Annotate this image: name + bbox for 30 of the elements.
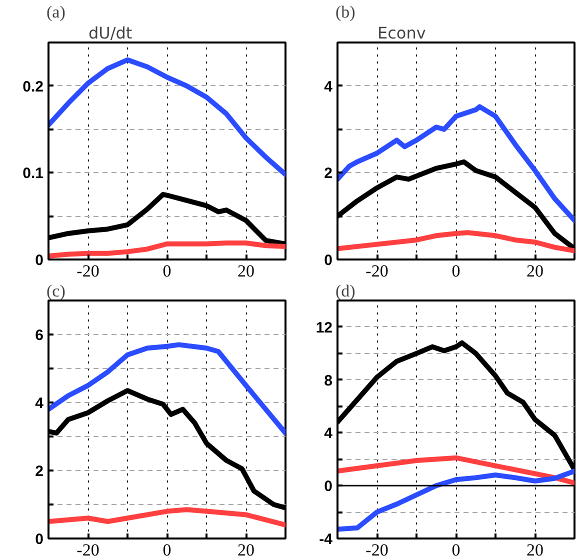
x-tick-label: -20 <box>76 262 100 280</box>
x-tick-label: -20 <box>366 262 388 280</box>
x-tick-label: -20 <box>366 540 388 559</box>
y-tick-label: 0.1 <box>22 165 44 182</box>
y-tick-label: 8 <box>324 372 332 390</box>
annotation: (d) <box>336 282 356 300</box>
y-tick-label: 4 <box>35 395 44 412</box>
y-tick-label: 6 <box>35 327 44 344</box>
x-tick-label: -20 <box>76 540 100 559</box>
x-tick-label: 0 <box>452 540 460 559</box>
chart-title: dU/dt <box>88 24 132 42</box>
x-tick-label: 20 <box>526 540 544 559</box>
y-tick-label: -4 <box>319 531 334 548</box>
y-tick-label: 4 <box>324 78 334 96</box>
y-tick-label: 2 <box>324 165 332 182</box>
x-tick-label: 0 <box>162 262 172 280</box>
y-tick-label: 0 <box>324 478 332 496</box>
x-tick-label: 20 <box>526 262 544 280</box>
text: (b) <box>336 2 356 22</box>
y-tick-label: 4 <box>324 425 334 442</box>
x-tick-label: 20 <box>238 540 254 559</box>
y-tick-label: 2 <box>35 463 44 480</box>
x-tick-label: 20 <box>238 262 254 280</box>
y-tick-label: 0.2 <box>22 78 44 96</box>
y-tick-label: 12 <box>316 319 333 336</box>
annotation: (c) <box>46 282 66 300</box>
chart-title: Econv <box>378 24 426 42</box>
x-tick-label: 0 <box>162 540 172 559</box>
x-tick-label: 0 <box>452 262 460 280</box>
text: (a) <box>46 2 66 22</box>
